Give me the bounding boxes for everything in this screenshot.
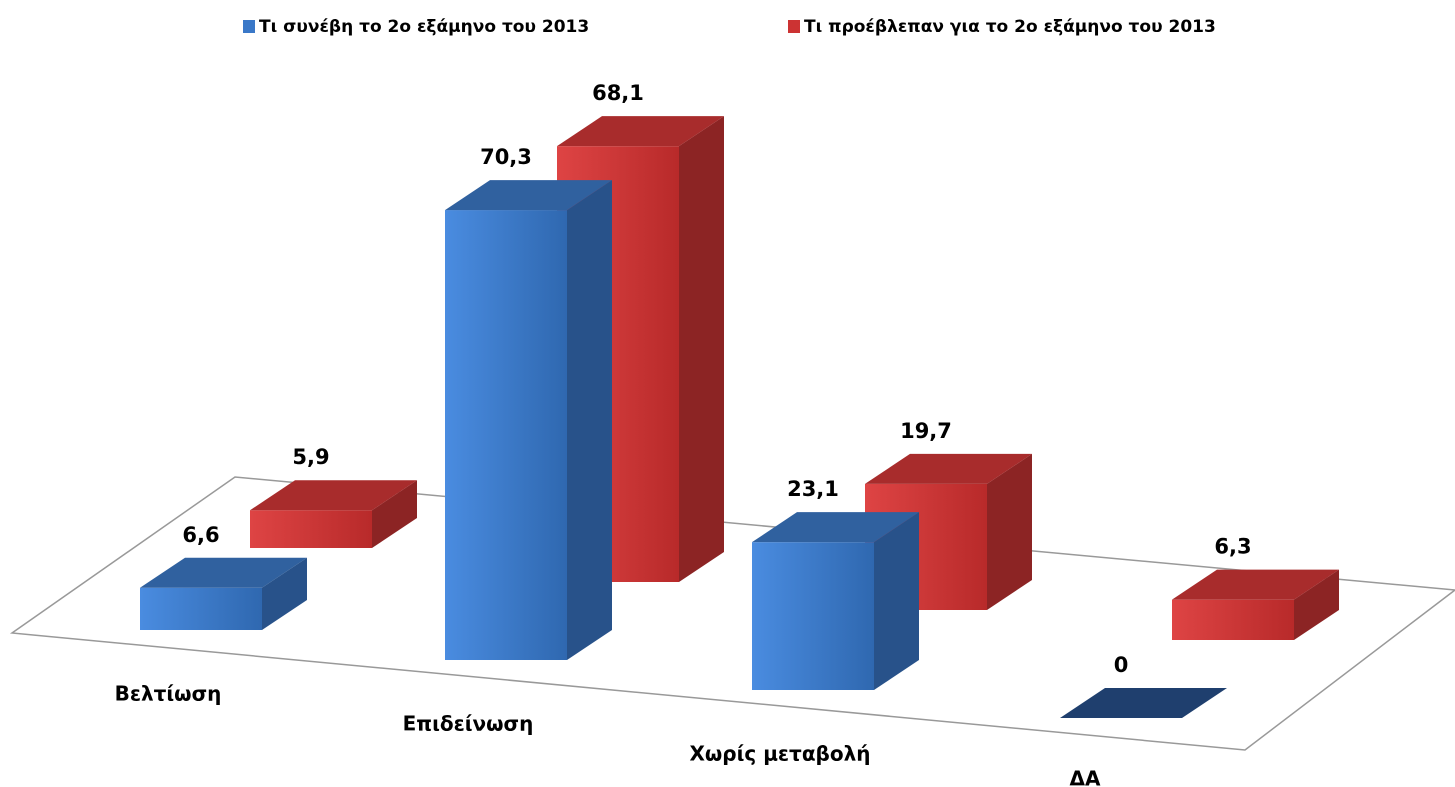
bar-front [140, 587, 262, 630]
bar-top [445, 180, 612, 211]
value-label: 68,1 [592, 81, 644, 105]
legend-label: Τι συνέβη το 2ο εξάμηνο του 2013 [259, 17, 589, 37]
category-label: ΔΑ [1070, 767, 1101, 787]
legend-label: Τι προέβλεπαν για το 2ο εξάμηνο του 2013 [804, 17, 1216, 37]
bar-top [557, 116, 724, 147]
bar [1060, 688, 1227, 718]
bar-side [262, 557, 307, 630]
value-label: 6,3 [1214, 535, 1251, 559]
bar [1172, 569, 1339, 640]
bar-side [679, 116, 724, 582]
bar-front [752, 542, 874, 690]
bar-side [372, 480, 417, 548]
bar-front [445, 210, 567, 660]
bar-top [1060, 688, 1227, 718]
bar-top [140, 557, 307, 588]
value-label: 23,1 [787, 477, 839, 501]
value-label: 5,9 [292, 445, 329, 469]
bar-top [1172, 569, 1339, 600]
legend-swatch [788, 20, 800, 33]
value-label: 70,3 [480, 145, 532, 169]
bar-side [567, 180, 612, 660]
bar-side [1294, 569, 1339, 640]
bar-front [250, 510, 372, 548]
bar [140, 557, 307, 630]
category-label: Επιδείνωση [403, 712, 534, 736]
legend-swatch [243, 20, 255, 33]
value-label: 19,7 [900, 419, 952, 443]
bar-front [1172, 599, 1294, 640]
bar-side [987, 453, 1032, 610]
category-label: Χωρίς μεταβολή [689, 742, 870, 766]
value-label: 0 [1114, 653, 1129, 677]
bar [250, 480, 417, 548]
bar-top [752, 512, 919, 543]
bar [445, 180, 612, 660]
category-label: Βελτίωση [115, 682, 222, 706]
bar-top [865, 453, 1032, 484]
value-label: 6,6 [182, 523, 219, 547]
bar-side [874, 512, 919, 690]
bar [752, 512, 919, 690]
bar-top [250, 480, 417, 511]
